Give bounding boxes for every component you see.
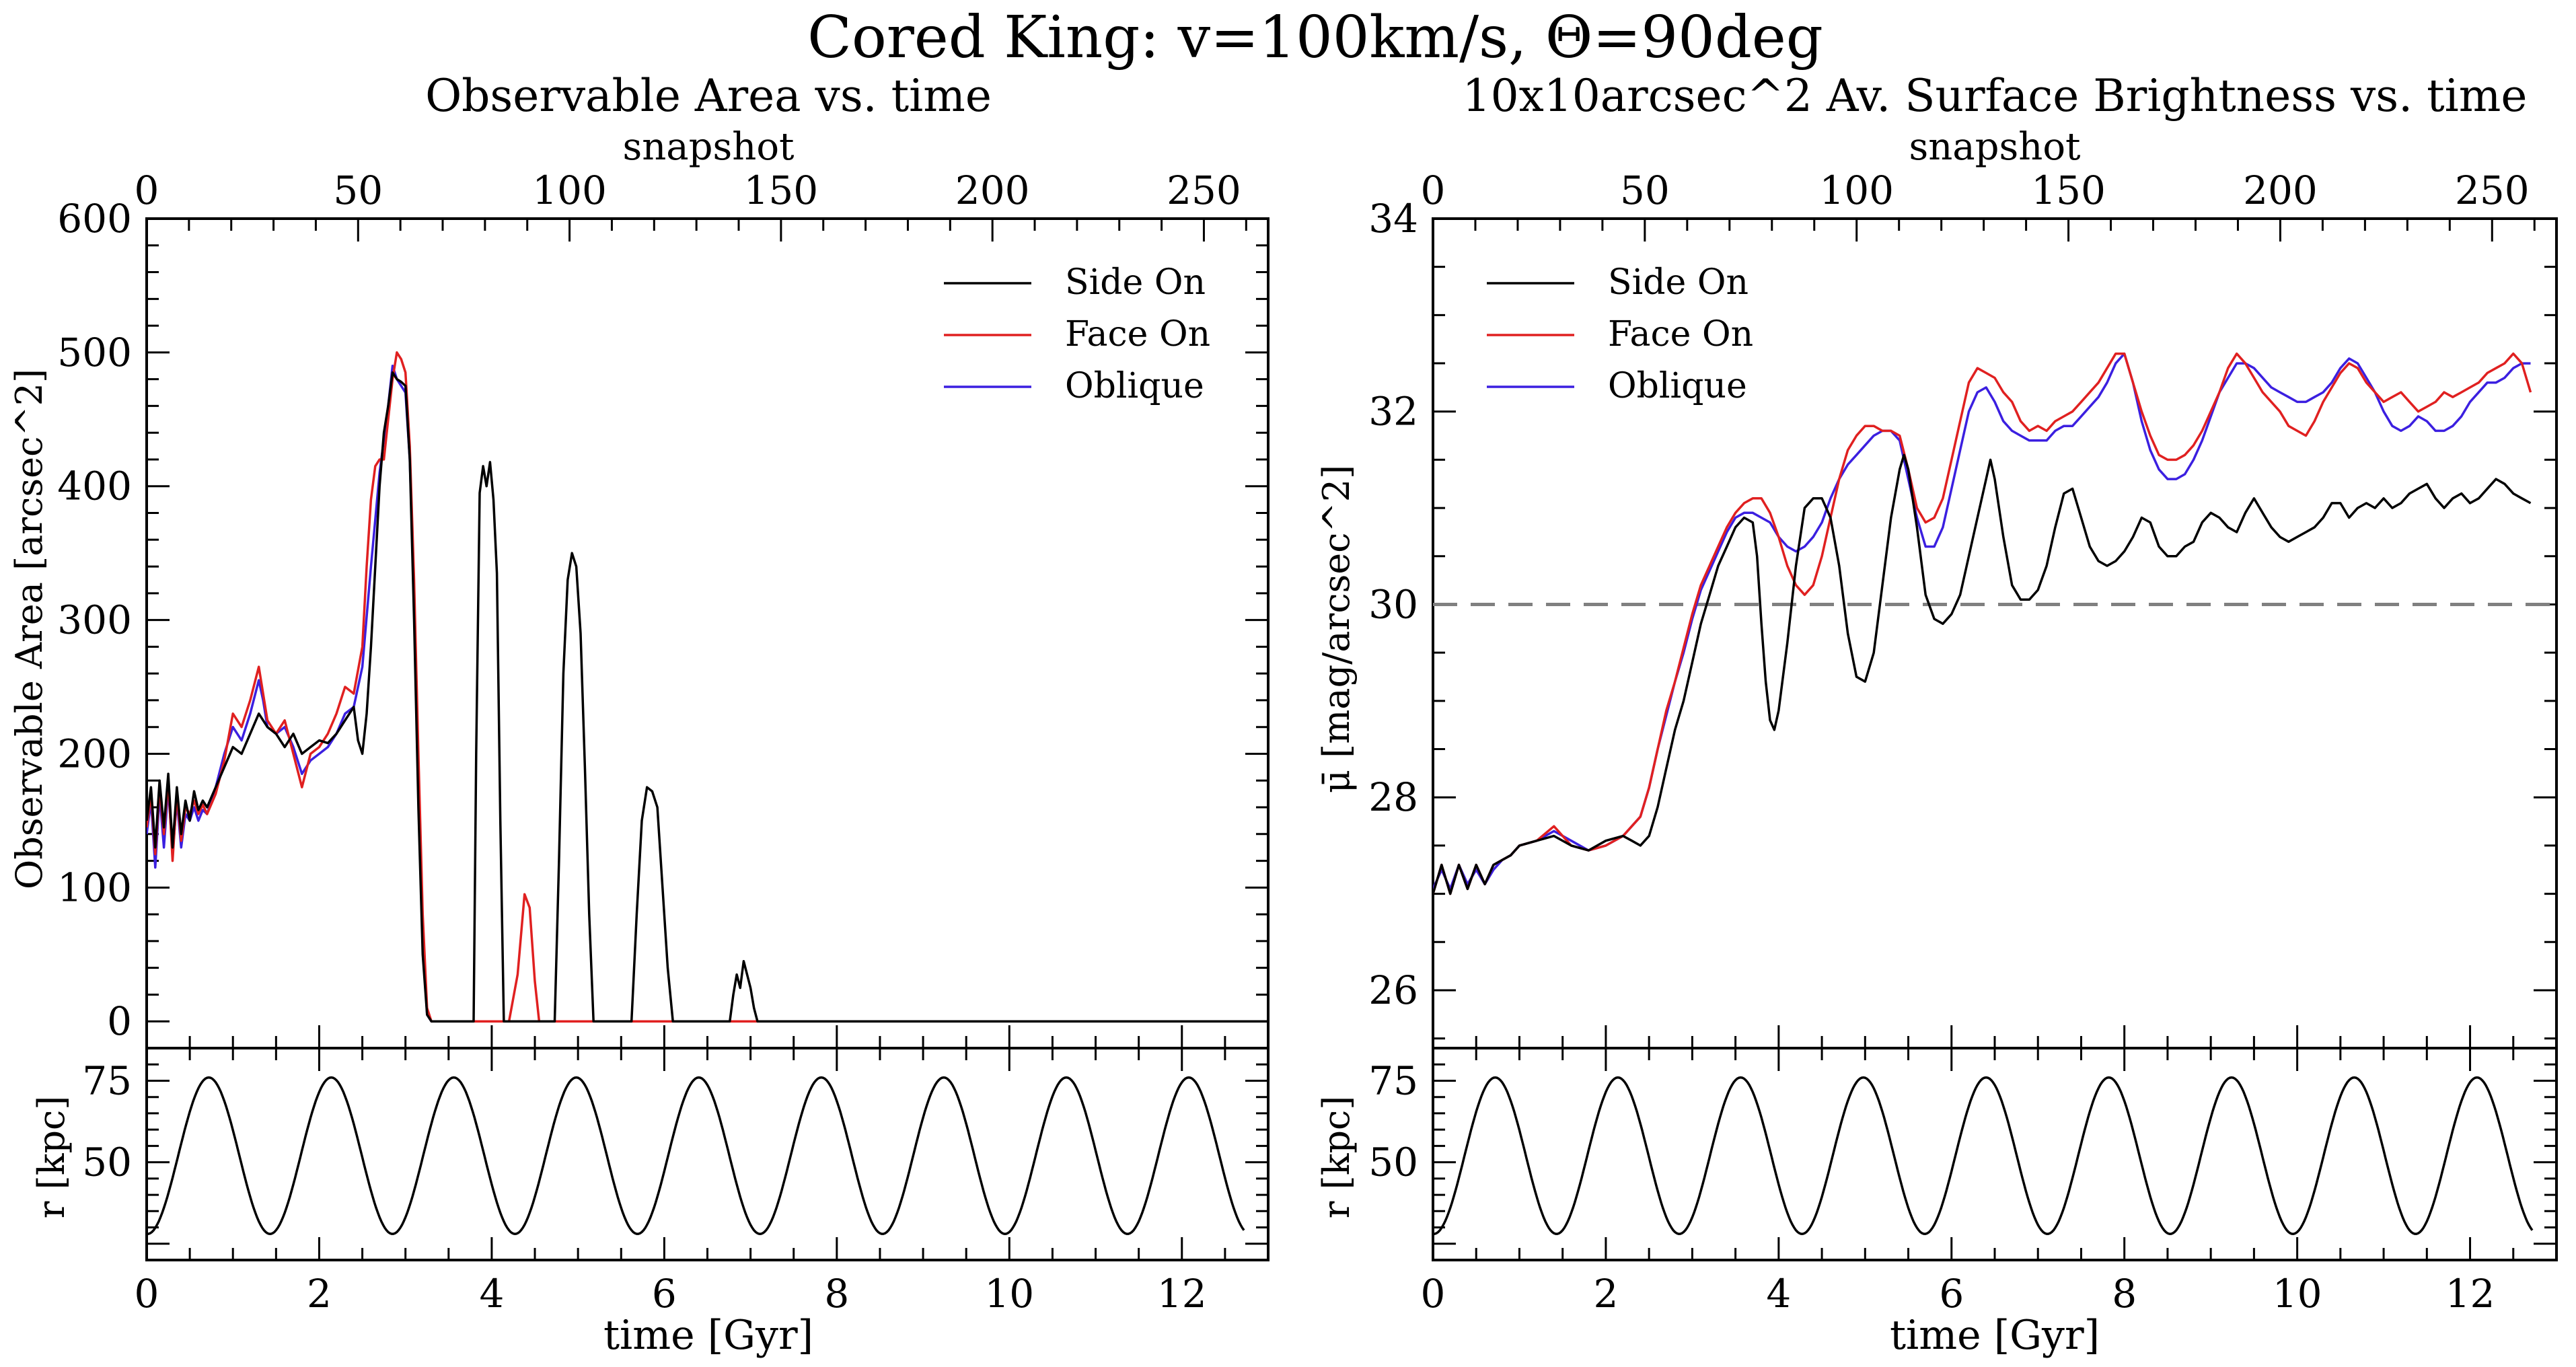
series-line-side-on xyxy=(147,371,1268,1023)
y-tick-label: 600 xyxy=(57,196,132,242)
legend-label: Face On xyxy=(1065,314,1210,355)
brightness-y-axis-label: μ̄ [mag/arcsec^2] xyxy=(1315,465,1358,793)
series-line-face-on xyxy=(1433,352,2532,895)
orbit-left-x-axis-label: time [Gyr] xyxy=(603,1312,813,1359)
x-tick-label: 4 xyxy=(1766,1271,1791,1317)
x-tick-label: 10 xyxy=(2273,1271,2322,1317)
brightness-panel-title: 10x10arcsec^2 Av. Surface Brightness vs.… xyxy=(1463,70,2528,122)
y-tick-label: 75 xyxy=(82,1058,132,1103)
orbit-series-line xyxy=(1433,1076,2534,1235)
legend-label: Oblique xyxy=(1065,366,1204,406)
orbit-panel-left: r [kpc] time [Gyr] 0 2 4 6 8 10 12 50 75 xyxy=(30,1047,1269,1359)
top-tick-label: 50 xyxy=(1620,168,1670,213)
y-tick-label: 26 xyxy=(1368,967,1418,1013)
y-tick-label: 28 xyxy=(1368,774,1418,820)
plot-frame xyxy=(1432,1047,2558,1261)
x-tick-label: 12 xyxy=(2445,1271,2495,1317)
plot-frame xyxy=(145,1047,1269,1261)
y-tick-label: 50 xyxy=(82,1140,132,1185)
top-tick-label: 150 xyxy=(2031,168,2106,213)
top-tick-label: 250 xyxy=(2455,168,2530,213)
y-tick-label: 500 xyxy=(57,330,132,375)
orbit-series-line xyxy=(147,1076,1245,1235)
y-tick-label: 34 xyxy=(1368,196,1418,242)
top-tick-label: 100 xyxy=(532,168,607,213)
area-y-axis-label: Observable Area [arcsec^2] xyxy=(8,369,50,889)
brightness-top-axis-label: snapshot xyxy=(1909,125,2081,169)
top-tick-label: 200 xyxy=(955,168,1030,213)
x-tick-label: 0 xyxy=(135,1271,159,1317)
brightness-panel: 10x10arcsec^2 Av. Surface Brightness vs.… xyxy=(1315,70,2558,1049)
top-tick-label: 100 xyxy=(1819,168,1894,213)
y-tick-label: 30 xyxy=(1368,581,1418,627)
x-tick-label: 2 xyxy=(1593,1271,1618,1317)
area-panel: Observable Area vs. time snapshot Observ… xyxy=(8,70,1269,1049)
plot-frame xyxy=(1432,217,2558,1049)
top-tick-label: 0 xyxy=(135,168,159,213)
x-tick-label: 4 xyxy=(479,1271,504,1317)
y-tick-label: 0 xyxy=(107,998,132,1044)
top-tick-label: 250 xyxy=(1167,168,1241,213)
x-tick-label: 8 xyxy=(824,1271,849,1317)
top-tick-label: 200 xyxy=(2243,168,2318,213)
series-line-face-on xyxy=(147,351,1268,1023)
x-tick-label: 6 xyxy=(1939,1271,1964,1317)
y-tick-label: 100 xyxy=(57,864,132,910)
top-tick-label: 0 xyxy=(1421,168,1446,213)
y-tick-label: 50 xyxy=(1368,1140,1418,1185)
y-tick-label: 32 xyxy=(1368,389,1418,435)
legend-label: Side On xyxy=(1608,262,1749,303)
series-line-oblique xyxy=(1433,352,2531,891)
legend-label: Face On xyxy=(1608,314,1753,355)
y-tick-label: 400 xyxy=(57,464,132,509)
x-tick-label: 10 xyxy=(984,1271,1034,1317)
legend-label: Oblique xyxy=(1608,366,1747,406)
x-tick-label: 6 xyxy=(652,1271,677,1317)
top-tick-label: 50 xyxy=(333,168,383,213)
orbit-left-y-axis-label: r [kpc] xyxy=(30,1096,73,1219)
legend-label: Side On xyxy=(1065,262,1206,303)
area-panel-title: Observable Area vs. time xyxy=(425,70,992,122)
x-tick-label: 12 xyxy=(1157,1271,1207,1317)
x-tick-label: 0 xyxy=(1421,1271,1446,1317)
top-tick-label: 150 xyxy=(744,168,819,213)
y-tick-label: 300 xyxy=(57,597,132,643)
series-line-oblique xyxy=(147,365,1268,1023)
figure-title: Cored King: v=100km/s, Θ=90deg xyxy=(807,4,1823,71)
y-tick-label: 200 xyxy=(57,731,132,776)
series-line-side-on xyxy=(1433,453,2532,895)
orbit-panel-right: r [kpc] time [Gyr] 0 2 4 6 8 10 12 50 75 xyxy=(1315,1047,2558,1359)
orbit-right-x-axis-label: time [Gyr] xyxy=(1890,1312,2100,1359)
orbit-right-y-axis-label: r [kpc] xyxy=(1315,1096,1358,1219)
area-top-axis-label: snapshot xyxy=(622,125,795,169)
x-tick-label: 2 xyxy=(307,1271,332,1317)
y-tick-label: 75 xyxy=(1368,1058,1418,1103)
x-tick-label: 8 xyxy=(2112,1271,2137,1317)
